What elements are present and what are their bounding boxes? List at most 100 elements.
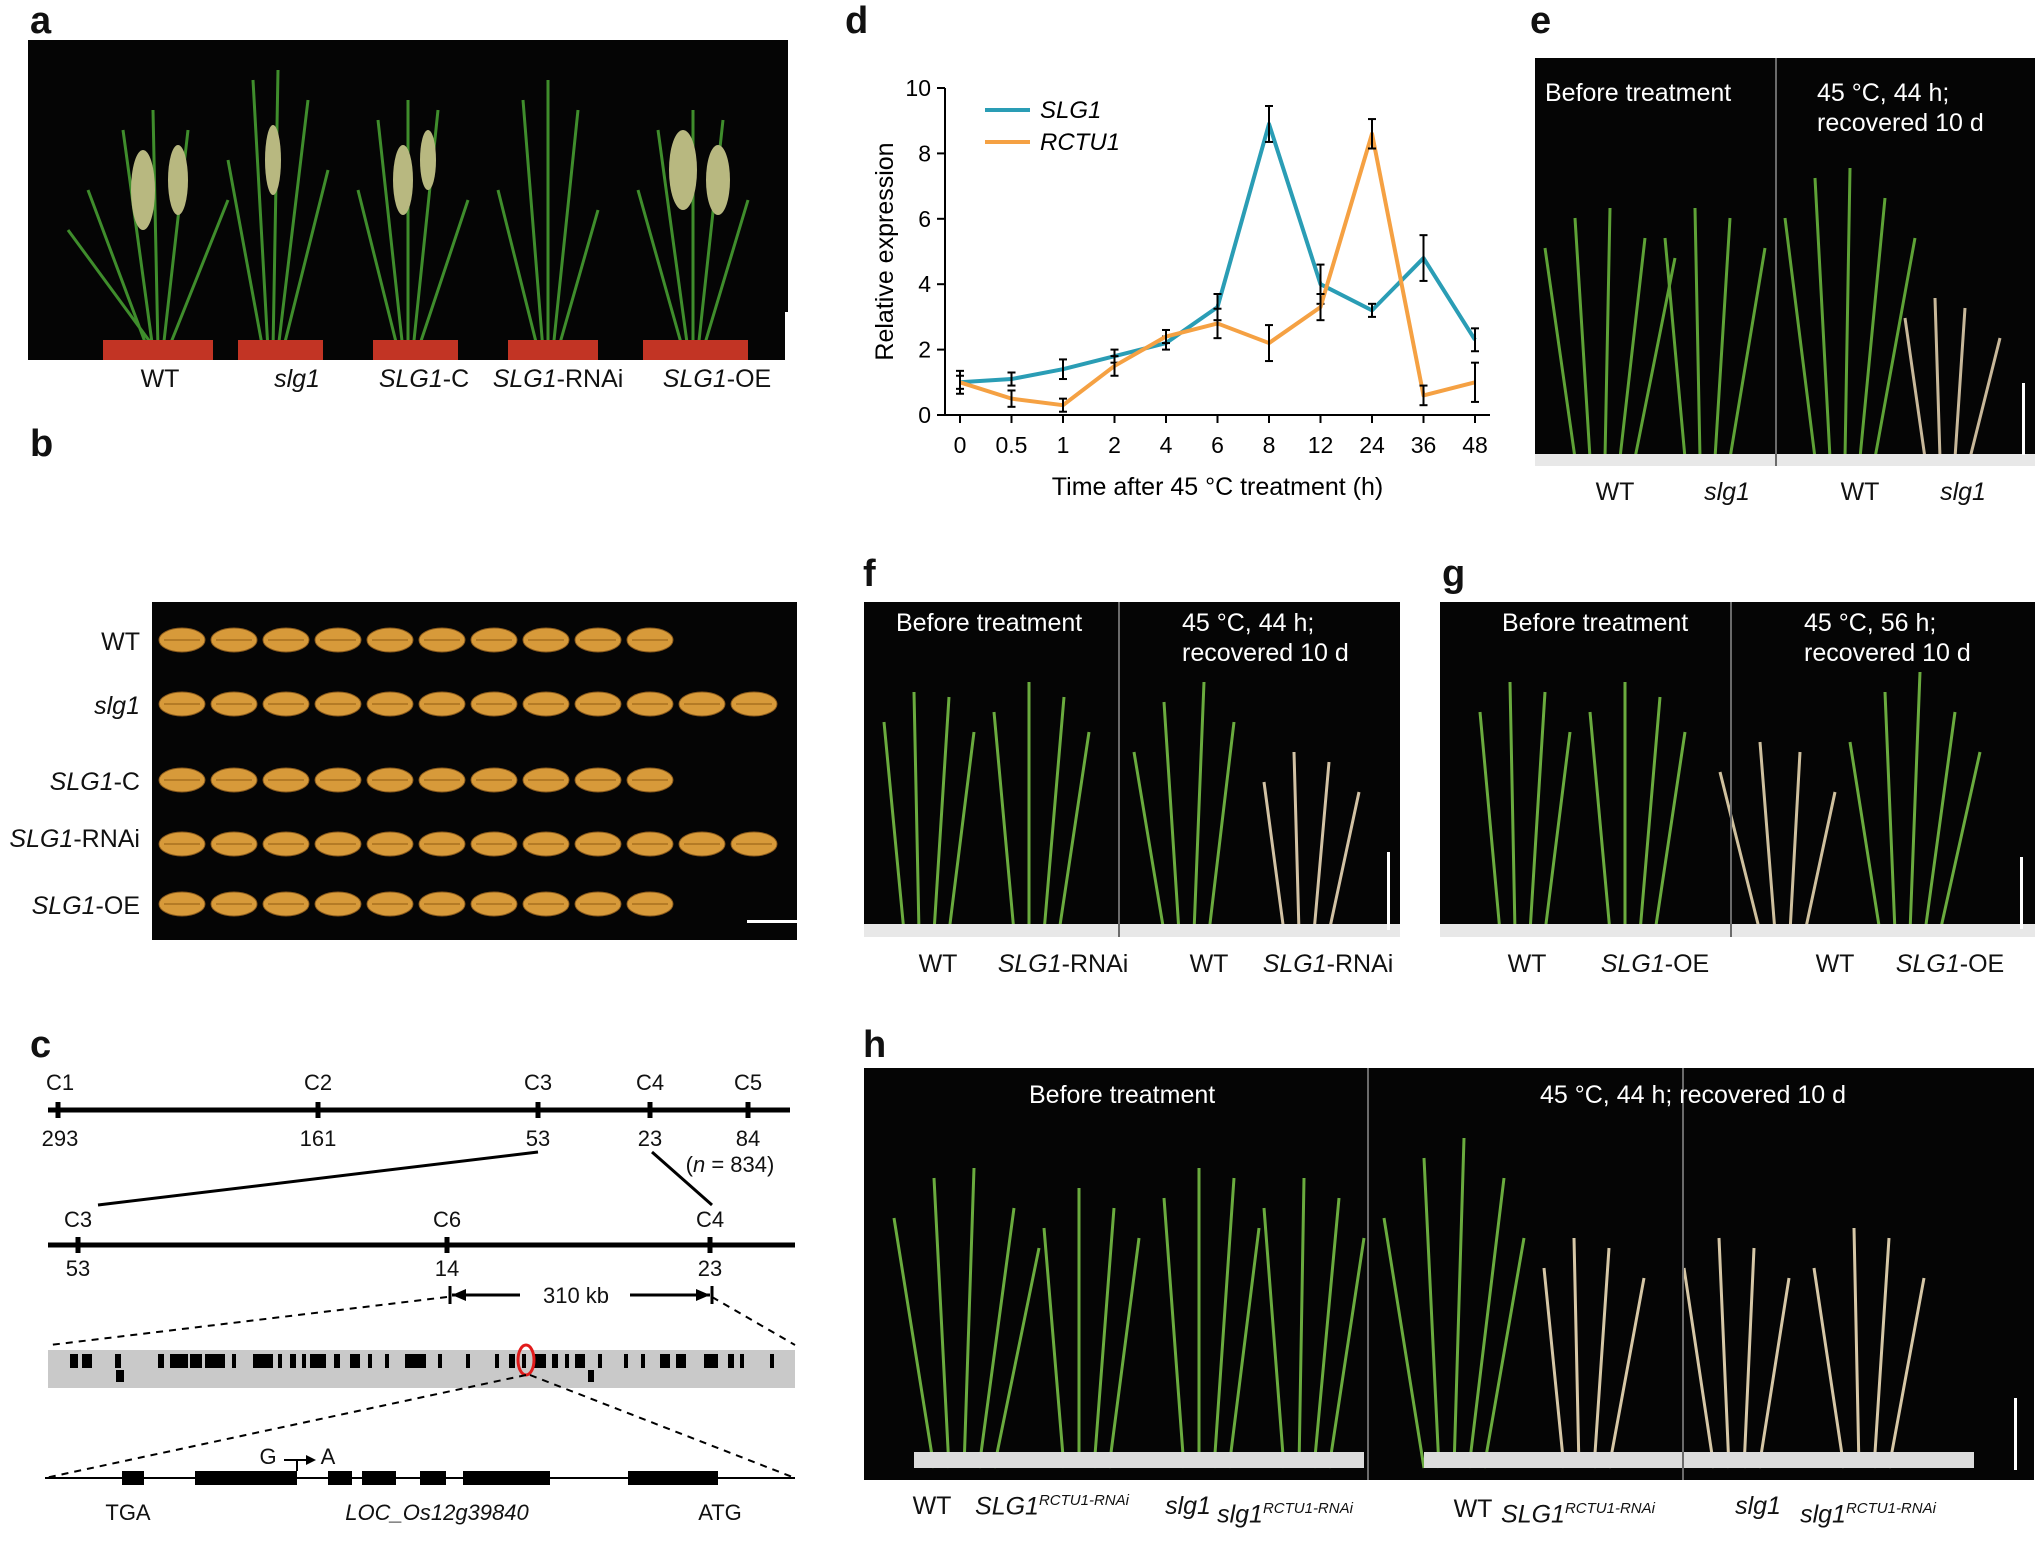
mutation-to: A [320, 1444, 336, 1469]
grain-row-label-wt: WT [101, 628, 140, 656]
after-label-h: 45 °C, 44 h; recovered 10 d [1540, 1081, 1847, 1109]
panel-divider-e [1775, 58, 1777, 466]
x-tick-label: 8 [1263, 432, 1276, 458]
x-axis-title: Time after 45 °C treatment (h) [1052, 473, 1383, 501]
count-c3: 53 [525, 1126, 551, 1151]
bac-block [660, 1354, 670, 1368]
seedlings-illustration-h [892, 1137, 1974, 1469]
genetic-map-diagram [44, 1102, 796, 1485]
label-h-slg1-before: slg1 [1165, 1492, 1211, 1520]
panel-divider-h2 [1682, 1068, 1684, 1480]
bac-block [534, 1354, 546, 1368]
count2-c3: 53 [65, 1256, 91, 1281]
rice-plants-illustration [66, 69, 750, 360]
scale-bar-h [2014, 1398, 2017, 1470]
label-h-slg1-rctu1-rnai-before: SLG1RCTU1-RNAi [975, 1492, 1129, 1521]
x-tick-label: 6 [1211, 432, 1224, 458]
grain-row-label-slg1-c: SLG1-C [49, 768, 140, 796]
error-bar [1059, 358, 1067, 381]
panel-divider-f [1118, 602, 1120, 937]
x-tick-label: 36 [1411, 432, 1437, 458]
bac-block [290, 1354, 296, 1368]
legend-label-rctu1: RCTU1 [1040, 129, 1120, 156]
label-a-wt: WT [140, 365, 180, 393]
label-h-wt-before: WT [912, 1492, 952, 1520]
x-tick-label: 24 [1359, 432, 1385, 458]
start-codon-label: ATG [698, 1500, 742, 1525]
error-bar [1471, 327, 1479, 353]
panel-letter-h: h [863, 1024, 887, 1066]
plant-photo-f: Before treatment 45 °C, 44 h; recovered … [864, 602, 1400, 937]
grain-row-label-slg1: slg1 [94, 692, 140, 720]
bac-block [740, 1354, 744, 1368]
x-tick-label: 0 [954, 432, 967, 458]
label-a-slg1-oe: SLG1-OE [662, 365, 772, 393]
label-g-oe-after: SLG1-OE [1895, 950, 2005, 978]
marker-c2: C2 [303, 1070, 333, 1095]
label-h-slg1-rctu1-rnai-after: SLG1RCTU1-RNAi [1501, 1500, 1655, 1529]
error-bar [1471, 361, 1479, 403]
series-line-rctu1 [959, 131, 1476, 408]
legend-label-slg1: SLG1 [1040, 97, 1101, 124]
error-bar [1265, 324, 1273, 363]
count-c5: 84 [735, 1126, 761, 1151]
bac-block [438, 1354, 442, 1368]
bac-block [509, 1354, 515, 1368]
x-tick-label: 1 [1057, 432, 1070, 458]
label-e-wt-after: WT [1840, 478, 1880, 506]
bac-block [770, 1354, 774, 1368]
bac-block [728, 1354, 734, 1368]
label-e-slg1-before: slg1 [1704, 478, 1750, 506]
count-c4: 23 [637, 1126, 663, 1151]
label-g-oe-before: SLG1-OE [1600, 950, 1710, 978]
label-f-rnai-after: SLG1-RNAi [1262, 950, 1394, 978]
marker-c1: C1 [45, 1070, 75, 1095]
plant-photo-a [28, 40, 788, 360]
y-tick-label: 8 [918, 140, 931, 166]
error-bar [1265, 104, 1273, 143]
marker2-c3: C3 [63, 1207, 93, 1232]
bac-block [704, 1354, 718, 1368]
x-tick-label: 0.5 [996, 432, 1028, 458]
plant-photo-e: Before treatment 45 °C, 44 h; recovered … [1535, 58, 2035, 466]
interval-label: 310 kb [542, 1283, 610, 1308]
error-bar [1368, 302, 1376, 318]
plant-photo-g: Before treatment 45 °C, 56 h; recovered … [1440, 602, 2035, 937]
panel-letter-a: a [30, 0, 52, 42]
panel-letter-c: c [30, 1024, 52, 1066]
label-e-wt-before: WT [1595, 478, 1635, 506]
series-line-slg1 [959, 121, 1477, 385]
plant-photo-h: Before treatment 45 °C, 44 h; recovered … [864, 1068, 2034, 1480]
error-bar [1059, 397, 1067, 413]
scale-bar-b [747, 920, 797, 923]
before-label-f: Before treatment [896, 609, 1083, 637]
bac-block [552, 1354, 558, 1368]
bac-block [624, 1354, 628, 1368]
panel-letter-e: e [1530, 0, 1552, 42]
y-axis-title: Relative expression [871, 142, 899, 360]
locus-label: LOC_Os12g39840 [345, 1500, 529, 1525]
marker2-c4: C4 [695, 1207, 725, 1232]
panel-letter-f: f [863, 553, 876, 595]
error-bar [1316, 293, 1325, 322]
bac-block [205, 1354, 225, 1368]
bac-block [495, 1354, 499, 1368]
error-bar [1368, 118, 1376, 150]
panel-divider-h1 [1367, 1068, 1369, 1480]
bac-block [253, 1354, 273, 1368]
label-a-slg1-c: SLG1-C [378, 365, 470, 393]
scale-bar-g [2020, 857, 2023, 929]
after-label-e-line2: recovered 10 d [1817, 109, 1984, 137]
before-label-e: Before treatment [1545, 79, 1732, 107]
before-label-h: Before treatment [1029, 1081, 1216, 1109]
count2-c6: 14 [434, 1256, 460, 1281]
bac-block [641, 1354, 645, 1368]
after-label-f-line2: recovered 10 d [1182, 639, 1349, 667]
bac-block [115, 1354, 121, 1368]
x-tick-label: 12 [1308, 432, 1334, 458]
bac-block [676, 1354, 686, 1368]
seedlings-illustration-e [1535, 167, 2035, 466]
before-label-g: Before treatment [1502, 609, 1689, 637]
bac-block [466, 1354, 470, 1368]
